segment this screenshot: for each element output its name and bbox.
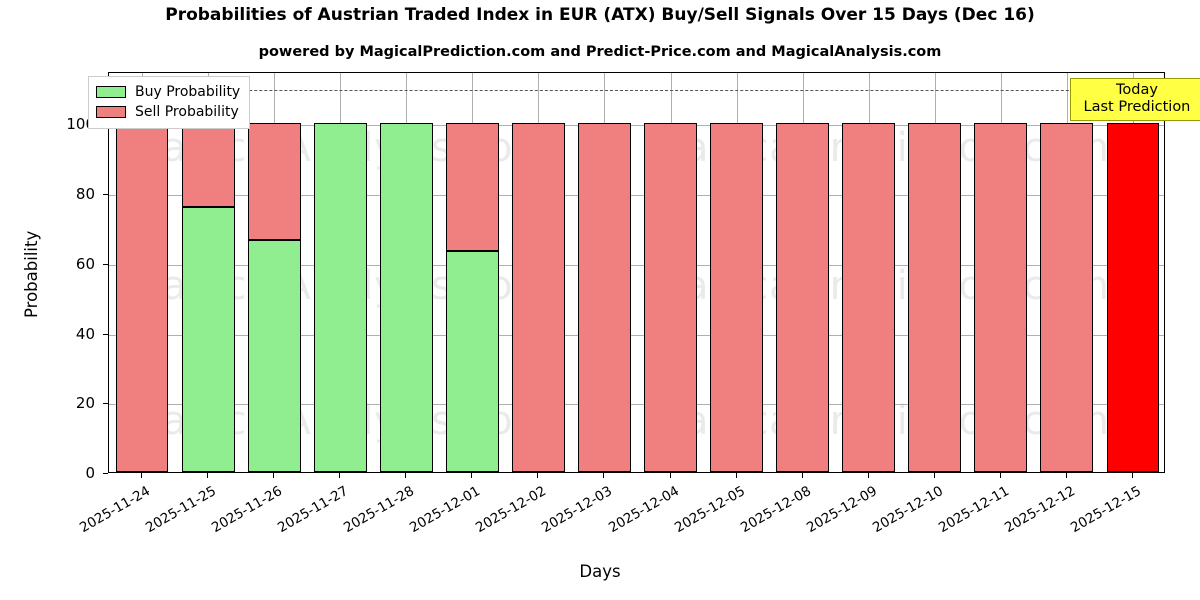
- bar-segment[interactable]: [247, 239, 301, 472]
- x-tick-mark: [603, 473, 605, 478]
- bar-group[interactable]: [379, 73, 433, 472]
- x-tick-mark: [207, 473, 209, 478]
- chart-title: Probabilities of Austrian Traded Index i…: [165, 5, 1035, 25]
- bar-group[interactable]: [578, 73, 631, 472]
- x-tick-mark: [537, 473, 539, 478]
- chart-legend: Buy Probability Sell Probability: [88, 76, 251, 129]
- x-axis-label: Days: [579, 562, 621, 581]
- bars-layer: [109, 73, 1164, 472]
- bar-group[interactable]: [511, 73, 565, 472]
- x-tick-mark: [1132, 473, 1134, 478]
- chart-subtitle: powered by MagicalPrediction.com and Pre…: [258, 44, 942, 60]
- y-tick-mark: [103, 473, 108, 475]
- legend-swatch: [96, 86, 126, 98]
- x-tick-mark: [141, 473, 143, 478]
- bar-segment[interactable]: [181, 207, 235, 472]
- x-tick-mark: [670, 473, 672, 478]
- bar-segment[interactable]: [379, 123, 433, 472]
- y-tick-label: 60: [75, 254, 95, 273]
- x-tick-mark: [868, 473, 870, 478]
- y-tick-label: 20: [75, 394, 95, 413]
- bar-group[interactable]: [247, 73, 301, 472]
- bar-group[interactable]: [644, 73, 697, 472]
- bar-segment[interactable]: [578, 123, 631, 472]
- bar-group[interactable]: [776, 73, 830, 472]
- reference-line-layer: [109, 73, 1164, 472]
- y-axis-label: Probability: [22, 230, 41, 318]
- y-tick-mark: [103, 403, 108, 405]
- bar-segment[interactable]: [313, 123, 367, 472]
- bar-segment[interactable]: [842, 123, 896, 472]
- x-tick-mark: [405, 473, 407, 478]
- bar-group[interactable]: [710, 73, 763, 472]
- legend-swatch: [96, 106, 126, 118]
- y-tick-mark: [103, 263, 108, 265]
- y-tick-label: 40: [75, 324, 95, 343]
- bar-segment[interactable]: [908, 123, 962, 472]
- y-tick-mark: [103, 194, 108, 196]
- today-annotation: Today Last Prediction: [1069, 78, 1200, 122]
- bar-group[interactable]: [974, 73, 1028, 472]
- gridline-horizontal: [109, 125, 1164, 127]
- y-tick-label: 80: [75, 185, 95, 204]
- legend-label: Buy Probability: [135, 84, 241, 100]
- bar-segment[interactable]: [974, 123, 1028, 472]
- bar-group[interactable]: [445, 73, 499, 472]
- x-tick-mark: [802, 473, 804, 478]
- bar-group[interactable]: [115, 73, 169, 472]
- gridline-horizontal: [109, 404, 1164, 406]
- x-tick-mark: [1000, 473, 1002, 478]
- bar-segment[interactable]: [1106, 123, 1160, 472]
- x-tick-mark: [339, 473, 341, 478]
- legend-label: Sell Probability: [135, 104, 239, 120]
- y-tick-label: 100: [66, 115, 95, 134]
- today-annotation-line1: Today: [1116, 82, 1158, 98]
- x-tick-mark: [471, 473, 473, 478]
- gridline-horizontal: [109, 334, 1164, 336]
- reference-line: [109, 90, 1164, 92]
- bar-segment[interactable]: [511, 123, 565, 472]
- bar-group[interactable]: [313, 73, 367, 472]
- legend-item: Buy Probability: [96, 82, 240, 102]
- bar-group[interactable]: [842, 73, 896, 472]
- bar-group[interactable]: [908, 73, 962, 472]
- bar-segment[interactable]: [181, 123, 235, 207]
- today-annotation-line2: Last Prediction: [1083, 99, 1191, 116]
- gridline-horizontal: [109, 264, 1164, 266]
- bar-segment[interactable]: [247, 123, 301, 240]
- bar-segment[interactable]: [644, 123, 697, 472]
- bar-segment[interactable]: [445, 251, 499, 472]
- plot-area: MagicalAnalysis.comMagicalPrediction.com…: [108, 72, 1165, 473]
- x-tick-mark: [934, 473, 936, 478]
- bar-group[interactable]: [181, 73, 235, 472]
- x-tick-mark: [736, 473, 738, 478]
- y-tick-mark: [103, 333, 108, 335]
- y-tick-label: 0: [85, 464, 95, 482]
- bar-segment[interactable]: [1040, 123, 1094, 472]
- bar-group[interactable]: [1106, 73, 1160, 472]
- gridline-horizontal: [109, 195, 1164, 197]
- bar-segment[interactable]: [115, 123, 169, 472]
- bar-group[interactable]: [1040, 73, 1094, 472]
- x-tick-mark: [1066, 473, 1068, 478]
- bar-segment[interactable]: [776, 123, 830, 472]
- bar-segment[interactable]: [445, 123, 499, 252]
- x-tick-mark: [273, 473, 275, 478]
- bar-segment[interactable]: [710, 123, 763, 472]
- legend-item: Sell Probability: [96, 102, 240, 122]
